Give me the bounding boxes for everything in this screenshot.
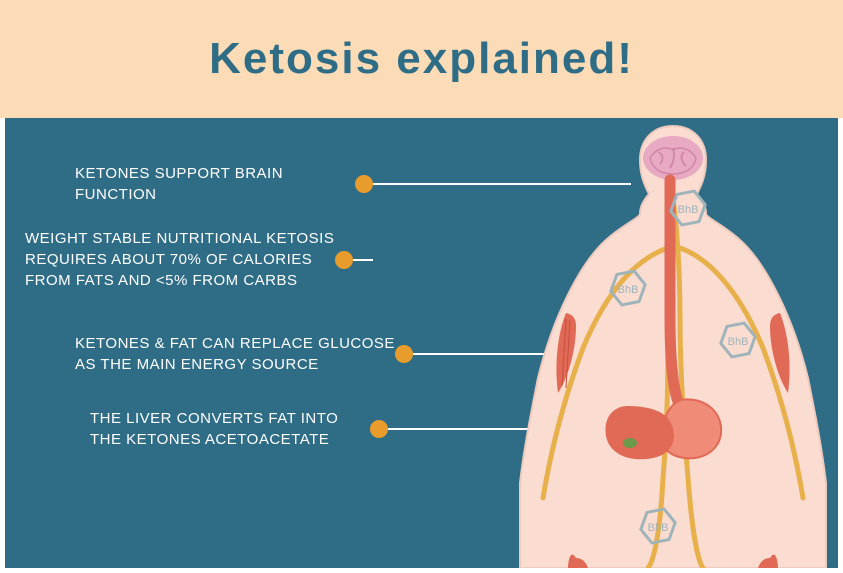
svg-text:BhB: BhB: [618, 284, 639, 296]
svg-text:BhB: BhB: [728, 336, 749, 348]
callout-dot-icon: [335, 251, 353, 269]
callout-2: WEIGHT STABLE NUTRITIONAL KETOSIS REQUIR…: [25, 228, 373, 291]
anatomy-svg: BhB BhB BhB BhB: [518, 118, 828, 568]
callout-4: THE LIVER CONVERTS FAT INTO THE KETONES …: [90, 408, 553, 450]
callout-dot-icon: [370, 420, 388, 438]
callout-dot-icon: [355, 175, 373, 193]
callout-3-text: KETONES & FAT CAN REPLACE GLUCOSE AS THE…: [75, 333, 395, 375]
page-title: Ketosis explained!: [209, 34, 634, 84]
gallbladder-icon: [623, 438, 637, 448]
callout-4-text: THE LIVER CONVERTS FAT INTO THE KETONES …: [90, 408, 370, 450]
callout-dot-icon: [395, 345, 413, 363]
svg-text:BhB: BhB: [678, 204, 699, 216]
diagram-area: KETONES SUPPORT BRAIN FUNCTION WEIGHT ST…: [5, 118, 838, 568]
callout-line: [353, 259, 373, 261]
callout-2-text: WEIGHT STABLE NUTRITIONAL KETOSIS REQUIR…: [25, 228, 335, 291]
brain-icon: [643, 136, 703, 180]
callout-1-text: KETONES SUPPORT BRAIN FUNCTION: [75, 163, 355, 205]
body-figure: BhB BhB BhB BhB: [518, 118, 828, 568]
svg-text:BhB: BhB: [648, 522, 669, 534]
header-banner: Ketosis explained!: [0, 0, 843, 118]
